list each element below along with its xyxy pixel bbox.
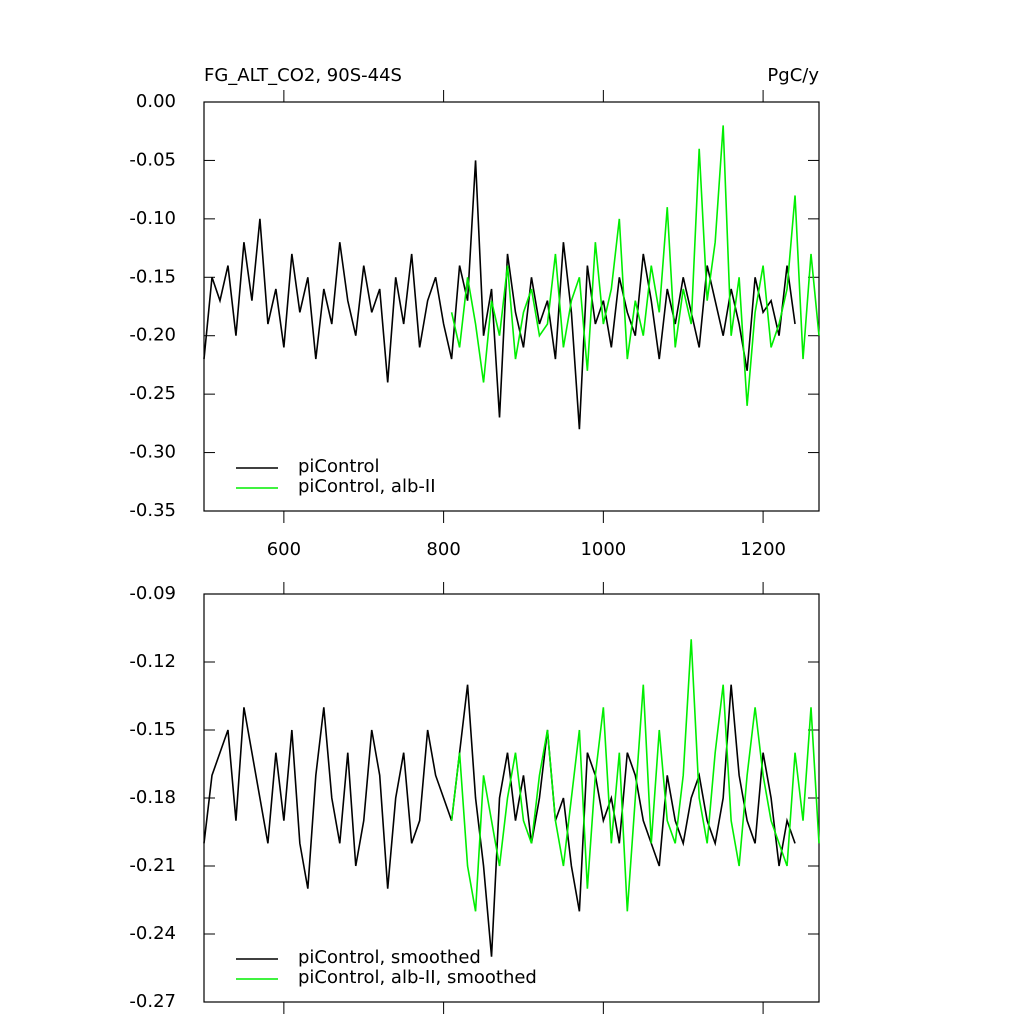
series-line [203,684,796,957]
y-tick-label: 0.00 [136,91,176,112]
y-tick-label: -0.15 [129,719,176,740]
x-tick-label: 600 [267,539,301,560]
y-tick-label: -0.10 [129,208,176,229]
x-tick-label: 800 [426,539,460,560]
x-tick-label: 1000 [580,539,626,560]
y-tick-label: -0.30 [129,442,176,463]
y-tick-label: -0.35 [129,500,176,521]
y-tick-label: -0.09 [129,583,176,604]
y-tick-label: -0.05 [129,149,176,170]
y-tick-label: -0.24 [129,923,176,944]
series-line [203,160,796,430]
plot-frame [203,101,820,512]
y-tick-label: -0.27 [129,991,176,1012]
series-line [450,125,820,406]
legend-label: piControl, alb-II [298,476,436,497]
legend-label: piControl [298,456,380,477]
legend-label: piControl, smoothed [298,947,481,968]
chart-title: FG_ALT_CO2, 90S-44S [204,65,402,86]
units-label: PgC/y [767,65,819,86]
y-tick-label: -0.15 [129,266,176,287]
x-tick-label: 1200 [740,539,786,560]
series-line [450,639,820,912]
y-tick-label: -0.21 [129,855,176,876]
y-tick-label: -0.20 [129,325,176,346]
legend-label: piControl, alb-II, smoothed [298,967,537,988]
y-tick-label: -0.25 [129,383,176,404]
y-tick-label: -0.18 [129,787,176,808]
y-tick-label: -0.12 [129,651,176,672]
